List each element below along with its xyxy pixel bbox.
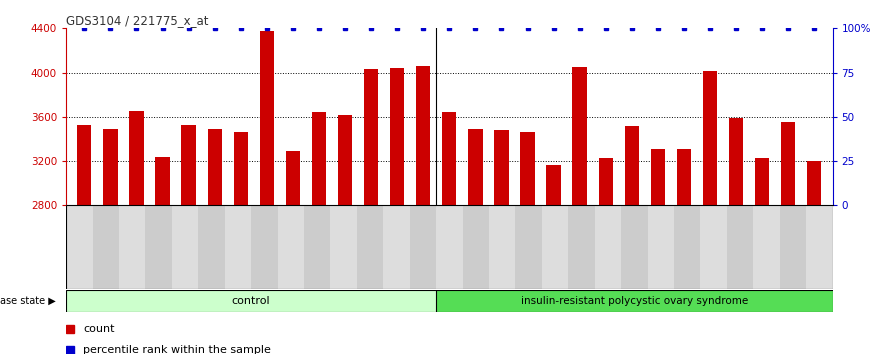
Bar bbox=[781, 122, 796, 205]
Bar bbox=[780, 205, 806, 289]
Bar bbox=[416, 66, 431, 205]
Bar bbox=[674, 205, 700, 289]
Bar bbox=[806, 205, 833, 289]
Bar bbox=[807, 161, 821, 205]
Bar bbox=[357, 205, 383, 289]
Bar bbox=[515, 205, 542, 289]
Bar bbox=[410, 205, 436, 289]
Bar bbox=[677, 149, 691, 205]
Bar bbox=[130, 111, 144, 205]
Bar bbox=[436, 290, 833, 312]
Bar bbox=[278, 205, 304, 289]
Text: control: control bbox=[232, 296, 270, 306]
Bar bbox=[703, 72, 717, 205]
Text: GDS3104 / 221775_x_at: GDS3104 / 221775_x_at bbox=[66, 14, 209, 27]
Bar bbox=[442, 112, 456, 205]
Bar bbox=[93, 205, 119, 289]
Bar bbox=[145, 205, 172, 289]
Bar bbox=[330, 205, 357, 289]
Bar bbox=[755, 158, 769, 205]
Bar bbox=[198, 205, 225, 289]
Bar bbox=[312, 112, 326, 205]
Bar bbox=[625, 126, 639, 205]
Bar bbox=[621, 205, 648, 289]
Bar bbox=[546, 165, 561, 205]
Text: percentile rank within the sample: percentile rank within the sample bbox=[83, 345, 270, 354]
Bar bbox=[700, 205, 727, 289]
Bar bbox=[729, 118, 744, 205]
Bar bbox=[66, 290, 436, 312]
Bar bbox=[521, 132, 535, 205]
Bar bbox=[753, 205, 780, 289]
Bar bbox=[489, 205, 515, 289]
Bar bbox=[285, 151, 300, 205]
Bar bbox=[573, 67, 587, 205]
Bar bbox=[383, 205, 410, 289]
Bar bbox=[651, 149, 665, 205]
Bar bbox=[172, 205, 198, 289]
Bar bbox=[208, 129, 222, 205]
Text: disease state ▶: disease state ▶ bbox=[0, 296, 56, 306]
Bar bbox=[260, 30, 274, 205]
Bar bbox=[225, 205, 251, 289]
Bar bbox=[304, 205, 330, 289]
Bar bbox=[364, 69, 378, 205]
Bar bbox=[337, 115, 352, 205]
Bar bbox=[436, 205, 463, 289]
Bar bbox=[233, 132, 248, 205]
Bar bbox=[468, 129, 483, 205]
Text: count: count bbox=[83, 324, 115, 334]
Bar bbox=[542, 205, 568, 289]
Bar bbox=[727, 205, 753, 289]
Bar bbox=[155, 156, 170, 205]
Bar bbox=[103, 129, 117, 205]
Bar bbox=[463, 205, 489, 289]
Bar bbox=[390, 68, 404, 205]
Bar bbox=[251, 205, 278, 289]
Bar bbox=[78, 125, 92, 205]
Bar bbox=[181, 125, 196, 205]
Bar bbox=[568, 205, 595, 289]
Bar bbox=[598, 158, 613, 205]
Bar bbox=[66, 205, 93, 289]
Bar bbox=[494, 130, 508, 205]
Bar bbox=[648, 205, 674, 289]
Bar bbox=[119, 205, 145, 289]
Bar bbox=[595, 205, 621, 289]
Text: insulin-resistant polycystic ovary syndrome: insulin-resistant polycystic ovary syndr… bbox=[521, 296, 748, 306]
